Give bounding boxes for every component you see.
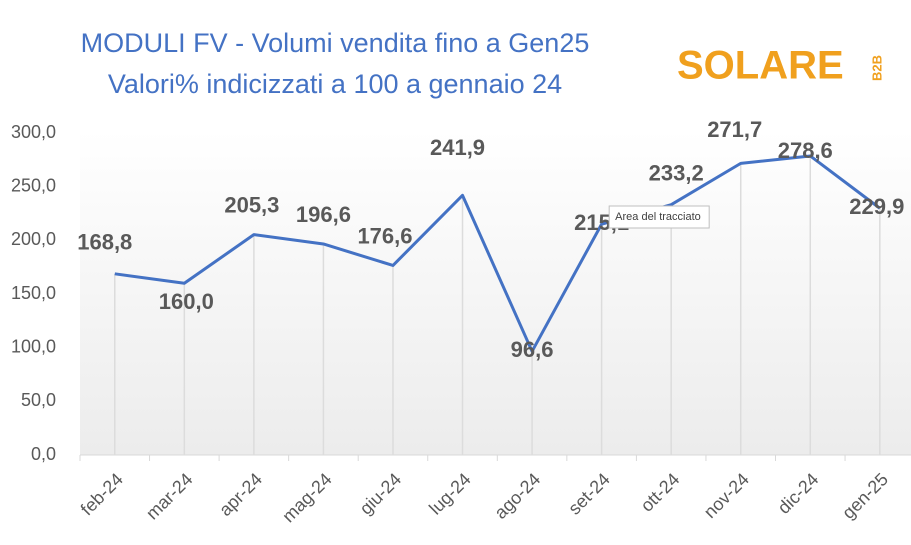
logo: SOLARE B2B	[677, 44, 884, 88]
value-label: 241,9	[430, 135, 485, 160]
y-tick-label: 50,0	[21, 390, 56, 410]
line-series	[114, 154, 881, 353]
value-label: 96,6	[511, 337, 554, 362]
value-label: 278,6	[778, 138, 833, 163]
x-tick-label: giu-24	[356, 469, 406, 519]
value-label: 233,2	[649, 161, 704, 186]
y-tick-label: 0,0	[31, 444, 56, 464]
y-tick-label: 200,0	[11, 229, 56, 249]
value-label: 205,3	[224, 192, 279, 217]
y-tick-label: 100,0	[11, 336, 56, 356]
value-label: 168,8	[77, 230, 132, 255]
tooltip-box	[608, 205, 710, 229]
value-label: 160,0	[159, 289, 214, 314]
x-tick-label: apr-24	[215, 469, 266, 520]
y-tick-label: 250,0	[11, 175, 56, 195]
x-tick-label: dic-24	[774, 469, 823, 518]
value-label: 229,9	[849, 194, 904, 219]
x-tick-label: ago-24	[490, 469, 544, 523]
x-tick-label: feb-24	[77, 469, 127, 519]
tooltip: Area del tracciato	[615, 211, 701, 223]
x-tick-label: gen-25	[838, 469, 892, 523]
x-tick-label: mar-24	[142, 469, 196, 523]
value-label: 271,7	[707, 117, 762, 142]
value-label: 176,6	[357, 223, 412, 248]
logo-text: SOLARE	[677, 44, 844, 88]
chart-title: MODULI FV - Volumi vendita fino a Gen25	[81, 28, 590, 58]
plot-area	[80, 130, 911, 455]
x-tick-label: set-24	[564, 469, 614, 519]
x-tick-label: nov-24	[700, 469, 753, 522]
chart-subtitle: Valori% indicizzati a 100 a gennaio 24	[108, 69, 562, 99]
x-tick-label: ott-24	[637, 469, 684, 516]
value-label: 196,6	[296, 202, 351, 227]
x-tick-label: mag-24	[278, 469, 335, 526]
x-tick-label: lug-24	[425, 469, 475, 519]
y-tick-label: 150,0	[11, 283, 56, 303]
y-tick-label: 300,0	[11, 122, 56, 142]
logo-sub: B2B	[869, 55, 884, 81]
